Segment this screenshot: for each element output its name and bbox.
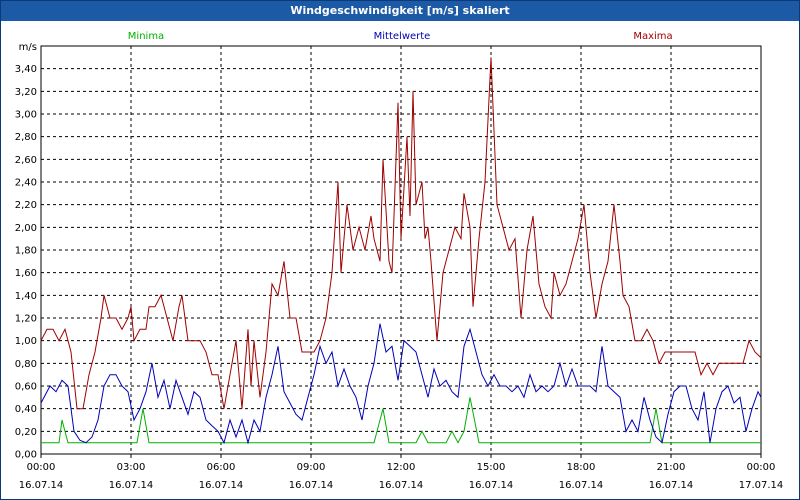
x-tick-time: 00:00 — [747, 462, 776, 473]
y-tick-label: 2,20 — [15, 200, 37, 211]
y-tick-label: 0,00 — [15, 450, 37, 461]
series-line-maxima — [40, 57, 762, 410]
y-tick-label: 3,00 — [15, 110, 37, 121]
y-tick-label: 1,80 — [15, 246, 37, 257]
legend-minima: Minima — [128, 31, 164, 42]
x-tick-time: 06:00 — [207, 462, 236, 473]
x-tick-date: 16.07.14 — [559, 480, 604, 491]
x-tick-date: 16.07.14 — [649, 480, 694, 491]
y-tick-label: 1,40 — [15, 291, 37, 302]
y-tick-label: 2,40 — [15, 178, 37, 189]
x-tick-date: 16.07.14 — [469, 480, 514, 491]
x-tick-time: 15:00 — [477, 462, 506, 473]
y-tick-label: 3,40 — [15, 64, 37, 75]
y-tick-label: 3,20 — [15, 87, 37, 98]
x-tick-date: 16.07.14 — [199, 480, 244, 491]
y-tick-label: 2,00 — [15, 223, 37, 234]
y-tick-label: 0,60 — [15, 382, 37, 393]
series-line-mittelwerte — [40, 323, 762, 445]
x-tick-date: 16.07.14 — [109, 480, 154, 491]
x-tick-date: 16.07.14 — [19, 480, 64, 491]
x-tick-time: 03:00 — [117, 462, 146, 473]
x-tick-time: 00:00 — [27, 462, 56, 473]
y-tick-label: 0,20 — [15, 427, 37, 438]
x-tick-time: 09:00 — [297, 462, 326, 473]
x-tick-time: 12:00 — [387, 462, 416, 473]
x-tick-time: 21:00 — [657, 462, 686, 473]
y-tick-label: 1,00 — [15, 336, 37, 347]
legend-maxima: Maxima — [633, 31, 672, 42]
x-tick-time: 18:00 — [567, 462, 596, 473]
legend-mittelwerte: Mittelwerte — [374, 31, 431, 42]
x-tick-date: 16.07.14 — [289, 480, 334, 491]
y-tick-label: 1,20 — [15, 314, 37, 325]
y-tick-label: 1,60 — [15, 268, 37, 279]
y-tick-label: 2,80 — [15, 132, 37, 143]
y-tick-label: 0,80 — [15, 359, 37, 370]
wind-speed-chart: 0,00 0,20 0,40 0,60 0,80 1,00 1,20 1,40 1,60 1,80… — [15, 31, 784, 491]
x-tick-date: 16.07.14 — [379, 480, 424, 491]
y-axis-label: m/s — [19, 42, 37, 53]
y-tick-label: 0,40 — [15, 404, 37, 415]
window-title: Windgeschwindigkeit [m/s] skaliert — [1, 1, 799, 21]
series-line-minima — [41, 397, 761, 444]
x-tick-date: 17.07.14 — [739, 480, 784, 491]
y-tick-label: 2,60 — [15, 155, 37, 166]
